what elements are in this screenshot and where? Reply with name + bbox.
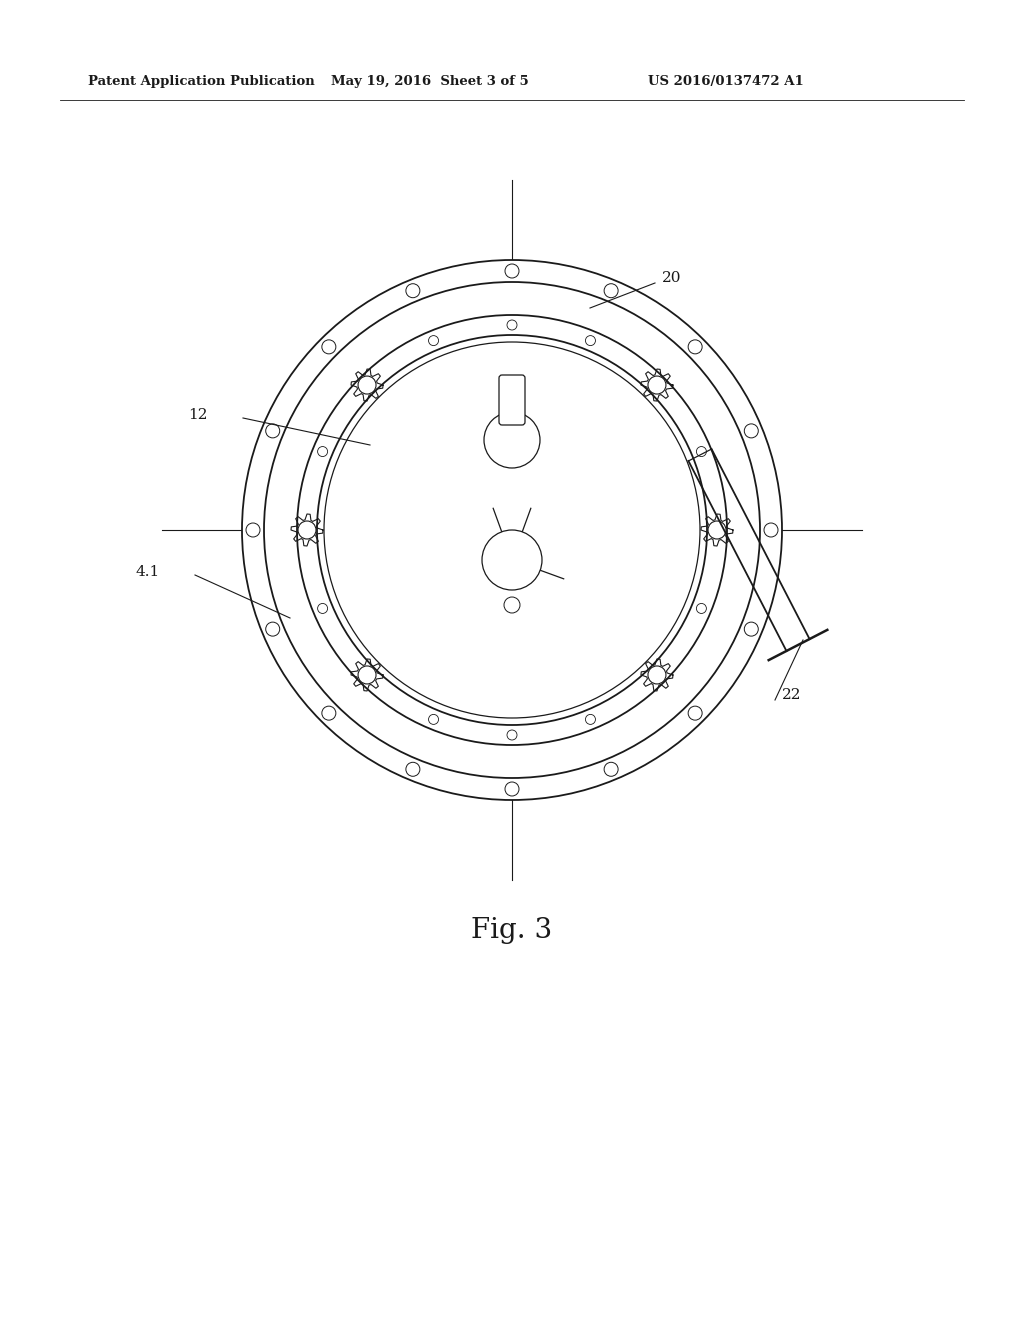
- Circle shape: [764, 523, 778, 537]
- Circle shape: [505, 264, 519, 279]
- Circle shape: [744, 424, 759, 438]
- Circle shape: [696, 603, 707, 614]
- Circle shape: [317, 335, 707, 725]
- Circle shape: [297, 315, 727, 744]
- Circle shape: [358, 667, 376, 684]
- Circle shape: [586, 335, 595, 346]
- Circle shape: [688, 339, 702, 354]
- Circle shape: [406, 284, 420, 298]
- Text: Fig. 3: Fig. 3: [471, 916, 553, 944]
- Circle shape: [264, 282, 760, 777]
- Circle shape: [298, 521, 316, 539]
- Circle shape: [688, 706, 702, 721]
- Circle shape: [586, 714, 595, 725]
- Circle shape: [265, 622, 280, 636]
- Circle shape: [708, 521, 726, 539]
- Circle shape: [482, 531, 542, 590]
- Circle shape: [507, 319, 517, 330]
- Circle shape: [406, 762, 420, 776]
- FancyBboxPatch shape: [499, 375, 525, 425]
- Text: 12: 12: [188, 408, 208, 422]
- Circle shape: [324, 342, 700, 718]
- Circle shape: [507, 730, 517, 741]
- Circle shape: [317, 446, 328, 457]
- Circle shape: [604, 762, 618, 776]
- Circle shape: [505, 781, 519, 796]
- Circle shape: [484, 412, 540, 469]
- Circle shape: [504, 597, 520, 612]
- Text: US 2016/0137472 A1: US 2016/0137472 A1: [648, 75, 804, 88]
- Circle shape: [242, 260, 782, 800]
- Circle shape: [317, 603, 328, 614]
- Circle shape: [358, 376, 376, 395]
- Circle shape: [648, 376, 666, 395]
- Circle shape: [429, 714, 438, 725]
- Text: May 19, 2016  Sheet 3 of 5: May 19, 2016 Sheet 3 of 5: [331, 75, 528, 88]
- Circle shape: [265, 424, 280, 438]
- Circle shape: [429, 335, 438, 346]
- Circle shape: [322, 706, 336, 721]
- Circle shape: [648, 667, 666, 684]
- Circle shape: [744, 622, 759, 636]
- Circle shape: [696, 446, 707, 457]
- Text: 4.1: 4.1: [136, 565, 160, 579]
- Text: Patent Application Publication: Patent Application Publication: [88, 75, 314, 88]
- Circle shape: [604, 284, 618, 298]
- Circle shape: [246, 523, 260, 537]
- Text: 22: 22: [782, 688, 802, 702]
- Text: 20: 20: [662, 271, 682, 285]
- Circle shape: [322, 339, 336, 354]
- Text: 21: 21: [498, 618, 517, 632]
- Text: 19: 19: [339, 556, 358, 570]
